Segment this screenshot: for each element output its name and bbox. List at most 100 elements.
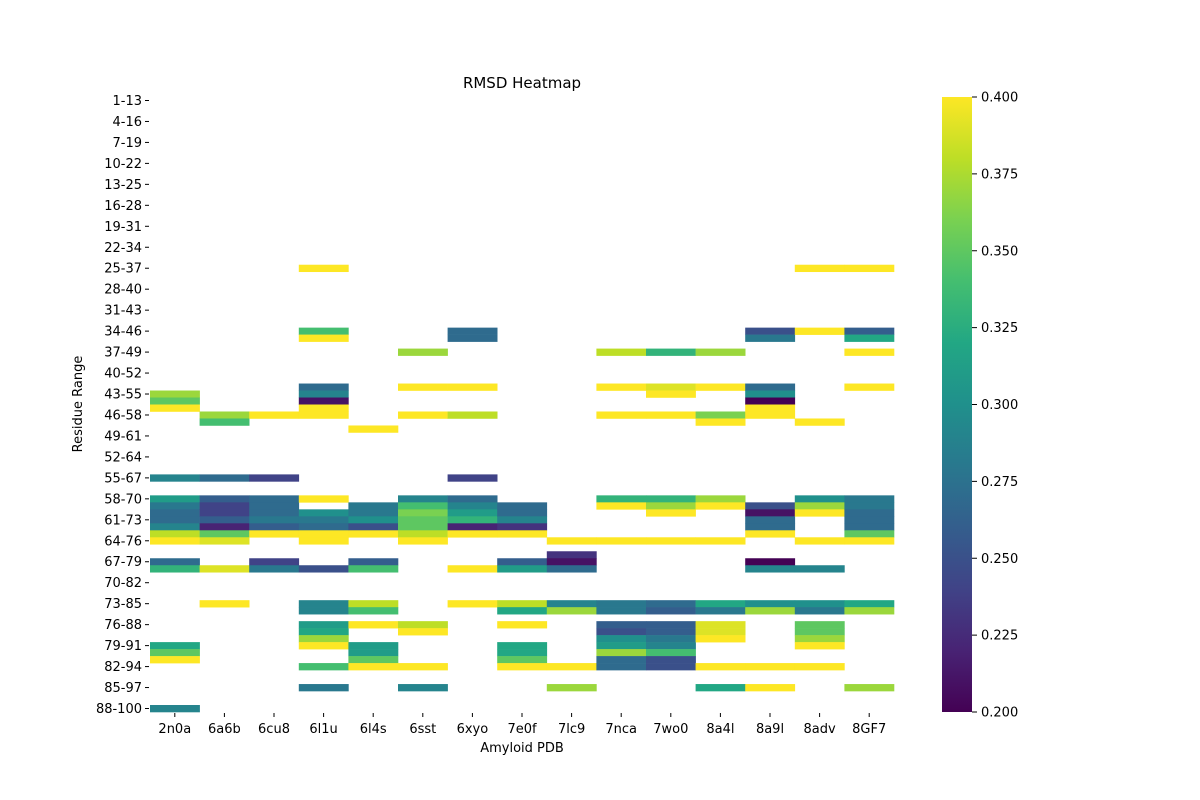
heatmap-cell [745, 502, 796, 510]
heatmap-cell [298, 537, 349, 545]
heatmap-cell [745, 558, 796, 566]
x-tick-label: 8a9l [756, 722, 784, 737]
heatmap-cell [844, 348, 895, 356]
heatmap-cell [298, 334, 349, 342]
heatmap-cell [844, 334, 895, 342]
heatmap-cell [844, 383, 895, 391]
heatmap-cell [646, 348, 696, 356]
heatmap-cell [794, 565, 845, 573]
heatmap-cell [398, 516, 448, 524]
heatmap-cell [447, 495, 498, 503]
heatmap-cell [497, 656, 548, 664]
heatmap-cell [794, 537, 845, 545]
y-tick-label: 49-61 [104, 429, 142, 444]
heatmap-cell [646, 628, 696, 636]
heatmap-cell [844, 537, 895, 545]
heatmap-cell [794, 264, 845, 273]
heatmap-cell [298, 383, 349, 391]
heatmap-cell [546, 684, 597, 692]
y-axis-ticks: 1-13 4-16 7-19 10-22 13-25 16-28 19-31 22-34 25-… [96, 94, 149, 717]
heatmap-cell [199, 411, 250, 419]
heatmap-cell [249, 516, 300, 524]
heatmap-cell [794, 607, 845, 615]
heatmap-cell [447, 334, 498, 342]
heatmap-cell [745, 516, 796, 524]
heatmap-cell [150, 523, 200, 531]
heatmap-cell [398, 383, 448, 391]
heatmap-cell [546, 565, 597, 573]
heatmap-cell [497, 502, 548, 510]
y-axis-label: Residue Range [71, 356, 86, 453]
heatmap-cell [398, 530, 448, 538]
y-tick-label: 76-88 [104, 618, 142, 633]
heatmap-cell [646, 600, 696, 608]
colorbar-tick-label: 0.375 [981, 167, 1018, 182]
y-tick-label: 13-25 [104, 178, 142, 193]
heatmap-cell [199, 537, 250, 545]
heatmap-cell [844, 264, 895, 273]
heatmap-cell [199, 509, 250, 517]
heatmap-cell [646, 390, 696, 398]
heatmap-cell [646, 642, 696, 650]
colorbar-tick-label: 0.350 [981, 244, 1018, 259]
heatmap-cell [150, 530, 200, 538]
heatmap-cell [298, 327, 349, 335]
heatmap-cell [249, 565, 300, 573]
heatmap-cell [695, 383, 746, 391]
heatmap-cell [646, 495, 696, 503]
heatmap-cell [447, 530, 498, 538]
heatmap-cell [745, 334, 796, 342]
y-tick-label: 7-19 [112, 136, 142, 151]
heatmap-cell [596, 607, 647, 615]
heatmap-cell [497, 607, 548, 615]
heatmap-cell [150, 390, 200, 398]
heatmap-cell [249, 411, 300, 419]
x-axis-ticks: 2n0a 6a6b 6cu8 6l1u 6l4s 6sst 6xyo 7e0f 7lc9 7nca… [158, 713, 886, 737]
heatmap-cell [348, 656, 399, 664]
colorbar-tick-label: 0.250 [981, 552, 1018, 567]
heatmap-cell [497, 621, 548, 629]
x-tick-label: 7wo0 [653, 722, 688, 737]
heatmap-cell [348, 621, 399, 629]
y-tick-label: 88-100 [96, 702, 142, 717]
heatmap-cells [150, 264, 895, 713]
colorbar-ticks: 0.200 0.225 0.250 0.275 0.300 0.325 0.350 0.375… [972, 91, 1018, 721]
y-tick-label: 58-70 [104, 492, 142, 507]
y-tick-label: 64-76 [104, 534, 142, 549]
heatmap-cell [546, 607, 597, 615]
heatmap-cell [249, 509, 300, 517]
heatmap-cell [695, 502, 746, 510]
heatmap-cell [695, 663, 746, 671]
heatmap-cell [398, 523, 448, 531]
heatmap-cell [596, 411, 647, 419]
heatmap-cell [844, 502, 895, 510]
heatmap-cell [150, 495, 200, 503]
heatmap-cell [447, 411, 498, 419]
heatmap-cell [447, 523, 498, 531]
heatmap-cell [646, 509, 696, 517]
heatmap-cell [646, 656, 696, 664]
y-tick-label: 19-31 [104, 220, 142, 235]
heatmap-cell [695, 607, 746, 615]
heatmap-cell [596, 348, 647, 356]
heatmap-cell [150, 642, 200, 650]
heatmap-cell [199, 600, 250, 608]
heatmap-cell [695, 495, 746, 503]
heatmap-cell [695, 684, 746, 692]
y-tick-label: 43-55 [104, 388, 142, 403]
y-tick-label: 73-85 [104, 597, 142, 612]
heatmap-cell [447, 474, 498, 482]
y-tick-label: 61-73 [104, 513, 142, 528]
heatmap-cell [646, 663, 696, 671]
heatmap-cell [447, 383, 498, 391]
heatmap-cell [150, 537, 200, 545]
heatmap-cell [745, 600, 796, 608]
y-tick-label: 37-49 [104, 346, 142, 361]
heatmap-cell [844, 523, 895, 531]
heatmap-cell [646, 621, 696, 629]
heatmap-cell [348, 663, 399, 671]
y-tick-label: 10-22 [104, 157, 142, 172]
heatmap-cell [447, 600, 498, 608]
heatmap-cell [695, 411, 746, 419]
x-tick-label: 7lc9 [558, 722, 585, 737]
